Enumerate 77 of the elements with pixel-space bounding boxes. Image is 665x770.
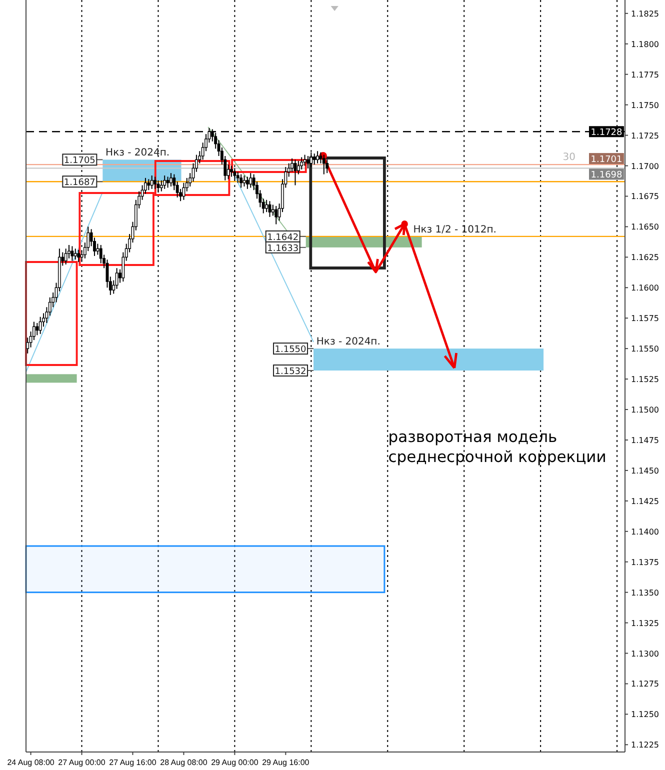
x-tick-label: 24 Aug 08:00: [7, 758, 55, 767]
band-label: Нкз - 2024п.: [106, 148, 170, 159]
candlestick: [274, 205, 278, 225]
candlestick: [312, 153, 316, 166]
candlestick: [70, 246, 74, 262]
candlestick: [163, 175, 166, 190]
y-tick-label: 1.1275: [631, 680, 659, 689]
candlestick: [156, 180, 160, 194]
y-tick-label: 1.1700: [631, 162, 659, 171]
candlestick: [64, 248, 68, 265]
y-tick-label: 1.1675: [631, 192, 659, 202]
candlestick: [240, 174, 243, 188]
y-tick-label: 1.1225: [631, 740, 659, 750]
candlestick: [246, 176, 249, 190]
annotation: 1.1550: [274, 345, 307, 356]
y-tick-label: 1.1650: [631, 222, 659, 232]
candlestick: [249, 172, 252, 188]
y-tick-label: 1.1250: [631, 710, 659, 720]
annotation: 1.1705: [64, 156, 96, 166]
candlestick: [115, 268, 118, 290]
y-tick-label: 1.1775: [631, 70, 659, 80]
candlestick: [74, 248, 77, 260]
candlestick: [99, 244, 102, 264]
y-tick-label: 1.1600: [631, 284, 659, 293]
candlestick: [160, 180, 163, 192]
y-tick-label: 1.1575: [631, 314, 659, 324]
y-tick-label: 1.1400: [631, 527, 659, 536]
candlestick: [36, 322, 39, 336]
y-tick-label: 1.1500: [631, 406, 659, 415]
x-tick-label: 27 Aug 00:00: [58, 758, 106, 767]
ref-line-label: 1.1698: [590, 170, 623, 181]
x-tick-label: 29 Aug 00:00: [211, 758, 259, 767]
band-label: Нкз 1/2 - 1012п.: [413, 224, 496, 236]
candlestick: [316, 150, 319, 164]
annotation: 1.1687: [64, 178, 96, 188]
candlestick: [230, 165, 233, 178]
ref-line-label: 1.1701: [590, 155, 622, 166]
y-tick-label: 1.1800: [631, 40, 659, 49]
y-tick-label: 1.1425: [631, 496, 659, 506]
x-tick-label: 27 Aug 16:00: [109, 758, 157, 767]
y-tick-label: 1.1475: [631, 436, 659, 445]
candlestick: [265, 199, 268, 213]
candlestick: [38, 316, 42, 334]
y-tick-label: 1.1350: [631, 588, 659, 598]
y-tick-label: 1.1375: [631, 558, 659, 567]
y-tick-label: 1.1525: [631, 375, 659, 384]
y-tick-label: 1.1325: [631, 618, 659, 628]
annotation: 1.1642: [267, 232, 299, 243]
y-tick-label: 1.1550: [631, 344, 659, 354]
candlestick: [290, 158, 294, 172]
candlestick: [170, 172, 172, 187]
annotation: 1.1532: [274, 367, 306, 378]
y-tick-label: 1.1450: [631, 466, 659, 476]
candlestick: [326, 159, 329, 174]
candlestick: [154, 176, 157, 190]
y-tick-label: 1.1300: [631, 649, 659, 658]
y-tick-label: 1.1750: [631, 100, 659, 110]
candlestick: [77, 249, 80, 263]
annotation: разворотная модель среднесрочной коррекции: [388, 428, 606, 466]
candlestick: [306, 156, 310, 169]
candlestick: [236, 171, 240, 184]
band-label: Нкз - 2024п.: [316, 336, 380, 348]
candlestick: [147, 178, 150, 191]
annotation: 1.1633: [267, 244, 299, 254]
candlestick: [322, 154, 326, 175]
x-tick-label: 28 Aug 08:00: [160, 758, 208, 767]
candlestick: [271, 204, 274, 216]
candlestick: [296, 160, 300, 175]
candlestick: [96, 243, 100, 256]
ref-line-label: 1.1728: [590, 128, 623, 138]
y-tick-label: 1.1825: [631, 9, 659, 18]
candlestick: [150, 175, 154, 190]
y-tick-label: 1.1625: [631, 253, 659, 262]
candlestick: [303, 154, 306, 166]
annotation: 30: [562, 152, 576, 163]
x-tick-label: 29 Aug 16:00: [262, 758, 310, 767]
y-tick-label: 1.1725: [631, 131, 659, 140]
